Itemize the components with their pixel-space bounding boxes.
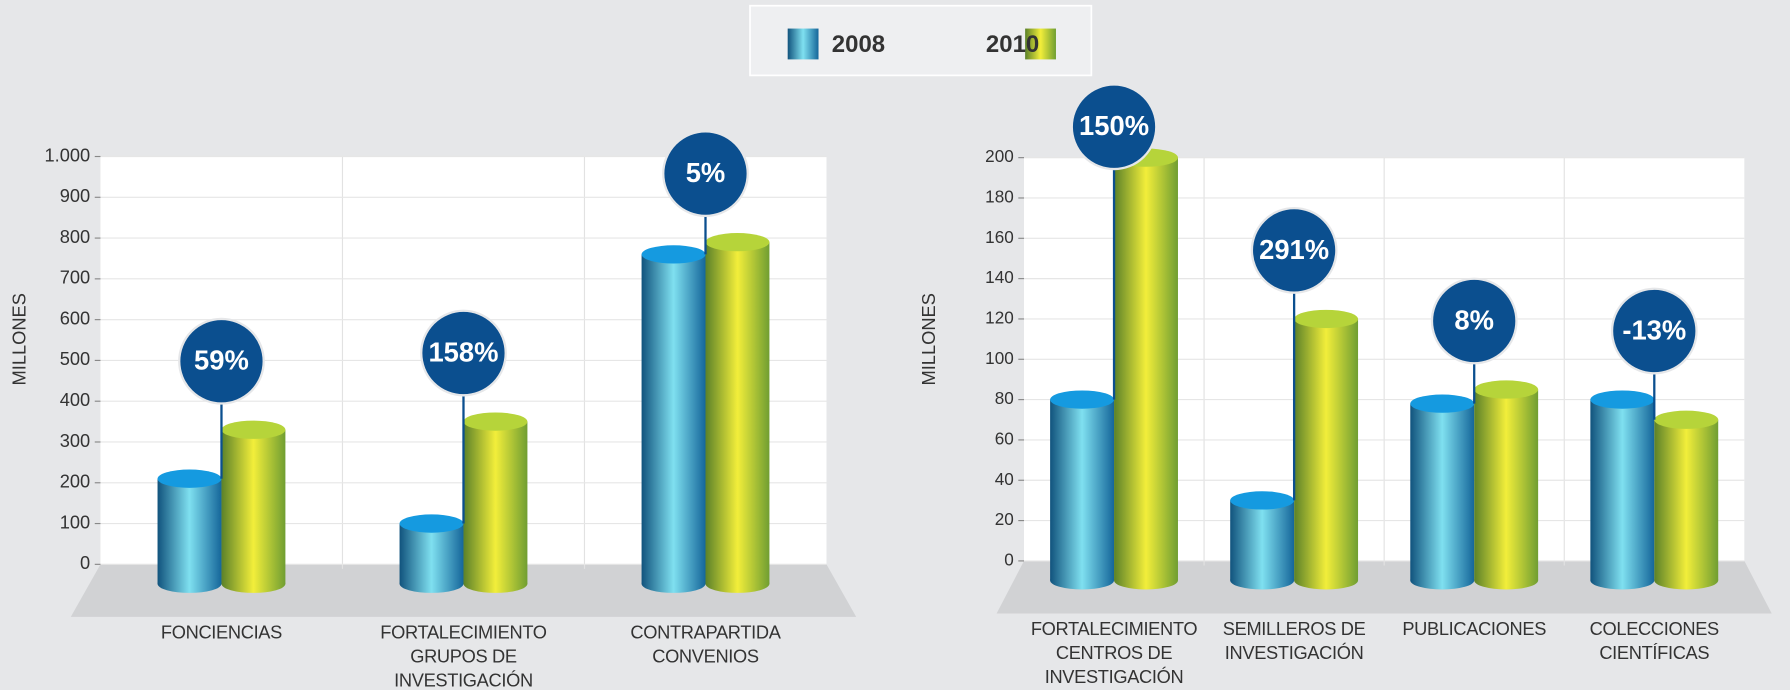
bar: [157, 469, 222, 593]
x-tick-label: PUBLICACIONES: [1402, 620, 1547, 640]
bar: [641, 245, 706, 593]
legend-swatch: [787, 28, 819, 60]
y-tick-label: 100: [985, 349, 1014, 368]
bar-body: [705, 242, 770, 584]
bar: [705, 233, 770, 593]
x-tick-label: FONCIENCIAS: [160, 623, 282, 644]
bar-top: [1050, 390, 1115, 409]
bar-body: [1410, 403, 1475, 581]
y-tick-label: 200: [60, 471, 90, 492]
callout-bubble: [1610, 287, 1698, 375]
bar: [1654, 410, 1719, 590]
bar: [1230, 491, 1295, 590]
bar-body: [641, 254, 706, 584]
bar-top: [1410, 394, 1475, 413]
callout-bubble: [1430, 277, 1518, 365]
bar-body: [157, 478, 222, 584]
floor: [996, 560, 1772, 614]
bar-body: [1294, 318, 1359, 581]
bar-body: [1114, 157, 1178, 581]
bar-top: [463, 412, 528, 431]
bar-top: [1474, 380, 1539, 399]
y-tick-label: 160: [985, 228, 1014, 247]
y-tick-label: 80: [995, 389, 1014, 408]
bar-body: [221, 429, 286, 584]
bar-body: [1590, 399, 1655, 581]
y-tick-label: 600: [60, 307, 90, 328]
bar-body: [463, 421, 528, 584]
bar-top: [399, 514, 464, 533]
callout-label: 8%: [1454, 304, 1494, 335]
y-tick-label: 500: [60, 348, 90, 369]
bar-body: [1654, 419, 1719, 581]
callout-bubble: [1250, 206, 1338, 294]
callout-label: 59%: [194, 345, 249, 376]
y-tick-label: 20: [995, 510, 1014, 529]
callout-bubble: [1070, 83, 1158, 171]
legend-swatch: [1025, 28, 1056, 60]
y-tick-label: 40: [995, 470, 1014, 489]
bar-top: [705, 233, 770, 252]
bar-top: [157, 469, 222, 488]
callout-label: 158%: [428, 336, 498, 367]
bar-top: [221, 420, 286, 439]
y-tick-label: 140: [985, 268, 1014, 287]
y-tick-label: 120: [985, 308, 1014, 327]
bar: [1474, 380, 1539, 590]
x-tick-label: COLECCIONES CIENTÍFICAS: [1589, 620, 1720, 664]
bar: [1590, 390, 1655, 590]
bar-body: [1230, 500, 1295, 581]
bar-top: [1294, 309, 1359, 329]
legend-label: 2008: [832, 31, 885, 58]
bar-top: [641, 245, 706, 264]
bar-top: [1654, 410, 1719, 429]
x-tick-label: CONTRAPARTIDA CONVENIOS: [630, 623, 781, 668]
y-tick-label: 1.000: [44, 144, 90, 165]
x-tick-label: SEMILLEROS DE INVESTIGACIÓN: [1222, 620, 1366, 664]
bar: [1294, 309, 1359, 590]
callout-label: 291%: [1259, 234, 1329, 265]
y-tick-label: 400: [60, 389, 90, 410]
x-tick-label: FORTALECIMIENTO CENTROS DE INVESTIGACIÓN: [1030, 620, 1198, 688]
bar-top: [1230, 491, 1295, 510]
y-axis-label: MILLONES: [8, 293, 29, 385]
bar-body: [399, 523, 464, 584]
y-tick-label: 700: [60, 267, 90, 288]
x-tick-label: FORTALECIMIENTO GRUPOS DE INVESTIGACIÓN: [380, 623, 547, 690]
bar-top: [1590, 390, 1655, 409]
callout-label: -13%: [1622, 314, 1686, 345]
bar-body: [1474, 389, 1539, 581]
bar: [399, 514, 464, 593]
bar: [463, 412, 528, 593]
bar: [221, 420, 286, 593]
y-tick-label: 180: [985, 187, 1014, 206]
bar-body: [1050, 399, 1115, 581]
callout-label: 5%: [686, 157, 726, 188]
legend-label: 2010: [986, 31, 1039, 58]
y-tick-label: 100: [60, 511, 90, 532]
y-tick-label: 60: [995, 429, 1014, 448]
bar: [1050, 390, 1115, 590]
y-tick-label: 0: [80, 552, 90, 573]
y-tick-label: 0: [1004, 550, 1014, 569]
y-tick-label: 300: [60, 430, 90, 451]
bar: [1410, 394, 1475, 590]
callout-bubble: [178, 317, 265, 405]
callout-bubble: [662, 130, 749, 218]
y-axis-label: MILLONES: [918, 293, 939, 385]
bar: [1114, 148, 1178, 590]
y-tick-label: 900: [60, 185, 90, 206]
callout-bubble: [420, 309, 507, 397]
y-tick-label: 800: [60, 226, 90, 247]
y-tick-label: 200: [985, 147, 1014, 166]
callout-label: 150%: [1079, 110, 1149, 141]
